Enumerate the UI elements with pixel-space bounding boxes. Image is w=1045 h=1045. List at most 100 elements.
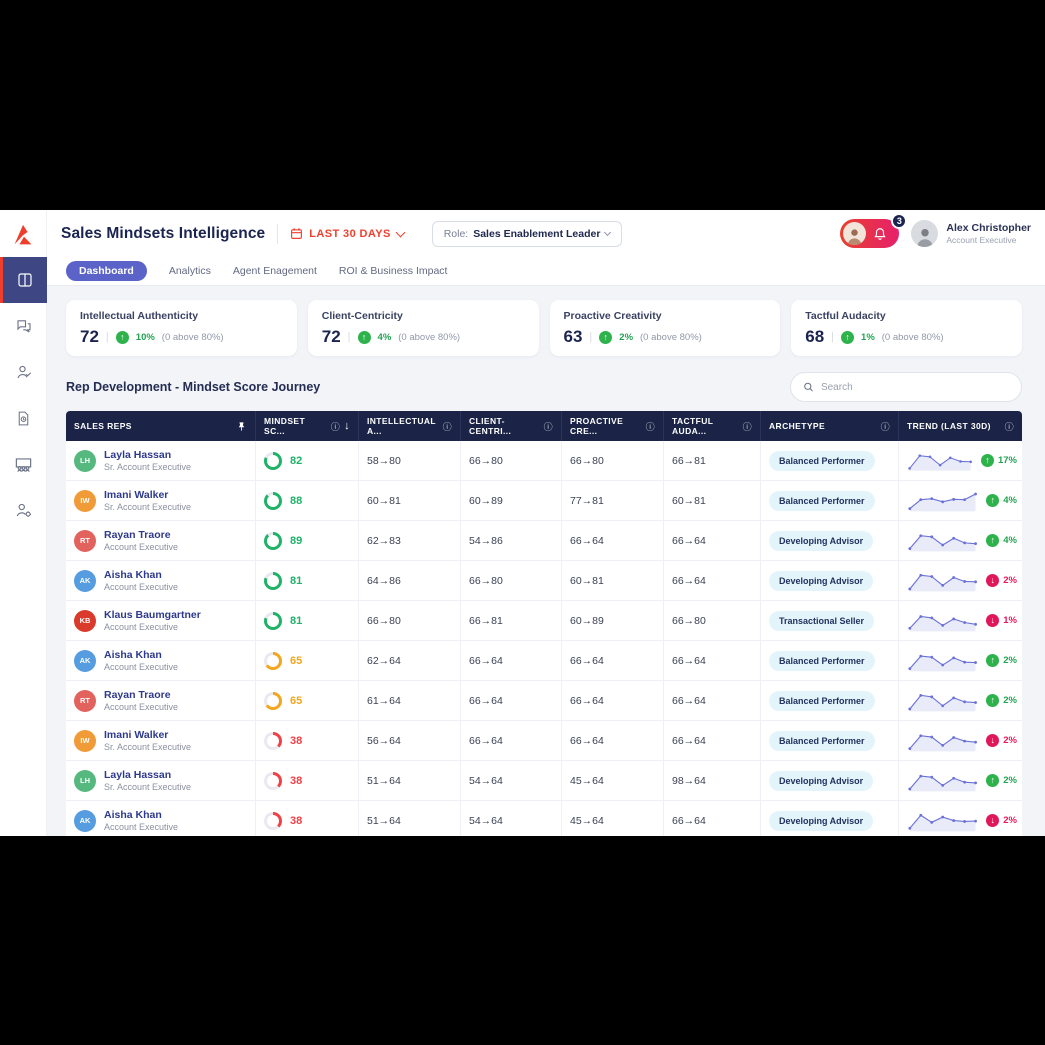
table-row[interactable]: AK Aisha Khan Account Executive 38 51→64 54→6… bbox=[66, 801, 1022, 836]
sidebar-item-team-sessions[interactable] bbox=[0, 441, 47, 487]
avatar: AK bbox=[74, 809, 96, 832]
info-icon[interactable]: ⓘ bbox=[742, 421, 752, 432]
divider: | bbox=[831, 331, 835, 343]
intellectual-cell: 64→86 bbox=[359, 561, 461, 600]
rep-name-link[interactable]: Aisha Khan bbox=[104, 569, 162, 581]
archetype-cell: Balanced Performer bbox=[761, 641, 899, 680]
app-logo[interactable] bbox=[0, 210, 47, 257]
sidebar-item-conversations[interactable] bbox=[0, 303, 47, 349]
score-range: 66→64 bbox=[672, 694, 706, 707]
pin-icon[interactable] bbox=[236, 421, 247, 432]
top-bar: Sales Mindsets Intelligence LAST 30 DAYS… bbox=[0, 210, 1045, 257]
tab-analytics[interactable]: Analytics bbox=[168, 265, 211, 277]
sidebar-item-dashboard[interactable] bbox=[0, 257, 47, 303]
client-centricity-cell: 60→89 bbox=[461, 481, 562, 520]
info-icon[interactable]: ⓘ bbox=[442, 421, 452, 432]
tab-roi-business-impact[interactable]: ROI & Business Impact bbox=[338, 265, 448, 277]
table-row[interactable]: IW Imani Walker Sr. Account Executive 88 60→… bbox=[66, 481, 1022, 521]
trend-cell: ↑ 2% bbox=[899, 641, 1022, 680]
table-row[interactable]: LH Layla Hassan Sr. Account Executive 38 51→… bbox=[66, 761, 1022, 801]
rep-name-link[interactable]: Layla Hassan bbox=[104, 449, 172, 461]
role-selector[interactable]: Role: Sales Enablement Leader bbox=[431, 220, 623, 247]
rep-name-link[interactable]: Rayan Traore bbox=[104, 689, 171, 701]
archetype-badge: Developing Advisor bbox=[769, 810, 874, 831]
table-row[interactable]: RT Rayan Traore Account Executive 65 61→64 66… bbox=[66, 681, 1022, 721]
divider: | bbox=[105, 331, 109, 343]
client-centricity-cell: 54→64 bbox=[461, 801, 562, 836]
rep-name-link[interactable]: Imani Walker bbox=[104, 489, 169, 501]
trend-percent: 2% bbox=[1003, 695, 1017, 706]
intellectual-cell: 66→80 bbox=[359, 601, 461, 640]
score-range: 66→64 bbox=[570, 734, 604, 747]
top-right-actions: 3 Alex Christopher Account Executive bbox=[840, 213, 1045, 248]
score-range: 60→89 bbox=[469, 494, 503, 507]
mindset-score-cell: 88 bbox=[256, 481, 359, 520]
role-label: Role: bbox=[443, 227, 469, 240]
kpi-note: (0 above 80%) bbox=[881, 331, 944, 343]
sidebar-item-user-settings[interactable] bbox=[0, 487, 47, 533]
rep-role: Sr. Account Executive bbox=[104, 782, 192, 792]
search-input[interactable] bbox=[820, 381, 1009, 393]
sidebar-item-reports[interactable] bbox=[0, 395, 47, 441]
column-header-mindset-score[interactable]: MINDSET SC... ⓘ ↓ bbox=[256, 411, 359, 441]
rep-name-link[interactable]: Layla Hassan bbox=[104, 769, 172, 781]
table-row[interactable]: AK Aisha Khan Account Executive 65 62→64 66→6… bbox=[66, 641, 1022, 681]
column-header-intellectual[interactable]: INTELLECTUAL A... ⓘ bbox=[359, 411, 461, 441]
notification-button[interactable]: 3 bbox=[840, 213, 908, 248]
tactful-cell: 66→64 bbox=[664, 681, 761, 720]
tab-agent-engagement[interactable]: Agent Enagement bbox=[232, 265, 317, 277]
archetype-cell: Developing Advisor bbox=[761, 561, 899, 600]
mindset-score-cell: 65 bbox=[256, 641, 359, 680]
sidebar-item-rep-review[interactable] bbox=[0, 349, 47, 395]
rep-role: Account Executive bbox=[104, 702, 179, 712]
column-header-archetype[interactable]: ARCHETYPE ⓘ bbox=[761, 411, 899, 441]
arrow-down-icon: ↓ bbox=[986, 734, 1000, 747]
info-icon[interactable]: ⓘ bbox=[543, 421, 553, 432]
rep-name-link[interactable]: Aisha Khan bbox=[104, 649, 162, 661]
date-range-selector[interactable]: LAST 30 DAYS bbox=[290, 227, 406, 240]
info-icon[interactable]: ⓘ bbox=[330, 421, 341, 432]
column-header-trend[interactable]: TREND (LAST 30D) ⓘ bbox=[907, 421, 1014, 432]
user-role: Account Executive bbox=[946, 235, 1017, 245]
avatar: KB bbox=[74, 609, 96, 632]
column-header-client-centricity[interactable]: CLIENT-CENTRI... ⓘ bbox=[461, 411, 562, 441]
rep-name-link[interactable]: Imani Walker bbox=[104, 729, 169, 741]
info-icon[interactable]: ⓘ bbox=[880, 421, 890, 432]
table-row[interactable]: RT Rayan Traore Account Executive 89 62→83 54… bbox=[66, 521, 1022, 561]
kpi-card: Proactive Creativity 63 | ↑ 2% (0 above 80%) bbox=[549, 300, 781, 356]
info-icon[interactable]: ⓘ bbox=[1004, 421, 1014, 432]
column-header-tactful[interactable]: TACTFUL AUDA... ⓘ bbox=[664, 411, 761, 441]
intellectual-cell: 58→80 bbox=[359, 441, 461, 480]
trend-sparkline bbox=[908, 813, 977, 831]
rep-cell: AK Aisha Khan Account Executive bbox=[66, 561, 256, 600]
trend-cell: ↓ 2% bbox=[899, 561, 1022, 600]
proactive-cell: 66→64 bbox=[562, 721, 664, 760]
client-centricity-cell: 54→86 bbox=[461, 521, 562, 560]
table-row[interactable]: LH Layla Hassan Sr. Account Executive 82 58→… bbox=[66, 441, 1022, 481]
trend-change: ↓ 2% bbox=[986, 734, 1017, 747]
user-menu[interactable]: Alex Christopher Account Executive bbox=[911, 220, 1031, 247]
rep-name-link[interactable]: Rayan Traore bbox=[104, 529, 171, 541]
score-range: 66→64 bbox=[570, 694, 604, 707]
score-range: 66→80 bbox=[469, 454, 503, 467]
sort-desc-icon[interactable]: ↓ bbox=[344, 420, 350, 432]
rep-name-link[interactable]: Klaus Baumgartner bbox=[104, 609, 201, 621]
intellectual-cell: 61→64 bbox=[359, 681, 461, 720]
table-row[interactable]: KB Klaus Baumgartner Account Executive 81 66… bbox=[66, 601, 1022, 641]
archetype-badge: Balanced Performer bbox=[769, 450, 875, 471]
table-row[interactable]: IW Imani Walker Sr. Account Executive 38 56→… bbox=[66, 721, 1022, 761]
column-header-proactive[interactable]: PROACTIVE CRE... ⓘ bbox=[562, 411, 664, 441]
rep-role: Account Executive bbox=[104, 622, 179, 632]
rep-cell: AK Aisha Khan Account Executive bbox=[66, 801, 256, 836]
score-range: 58→80 bbox=[367, 454, 401, 467]
bell-icon bbox=[874, 227, 887, 240]
kpi-delta: 1% bbox=[861, 331, 875, 343]
rep-table: SALES REPS MINDSET SC... ⓘ ↓ INTELLECTUA… bbox=[66, 411, 1022, 836]
trend-percent: 2% bbox=[1003, 815, 1017, 826]
table-row[interactable]: AK Aisha Khan Account Executive 81 64→86 66→8… bbox=[66, 561, 1022, 601]
column-header-sales-reps[interactable]: SALES REPS bbox=[66, 411, 256, 441]
rep-name-link[interactable]: Aisha Khan bbox=[104, 809, 162, 821]
tab-dashboard[interactable]: Dashboard bbox=[66, 261, 147, 281]
info-icon[interactable]: ⓘ bbox=[645, 421, 655, 432]
score-range: 66→64 bbox=[570, 534, 604, 547]
